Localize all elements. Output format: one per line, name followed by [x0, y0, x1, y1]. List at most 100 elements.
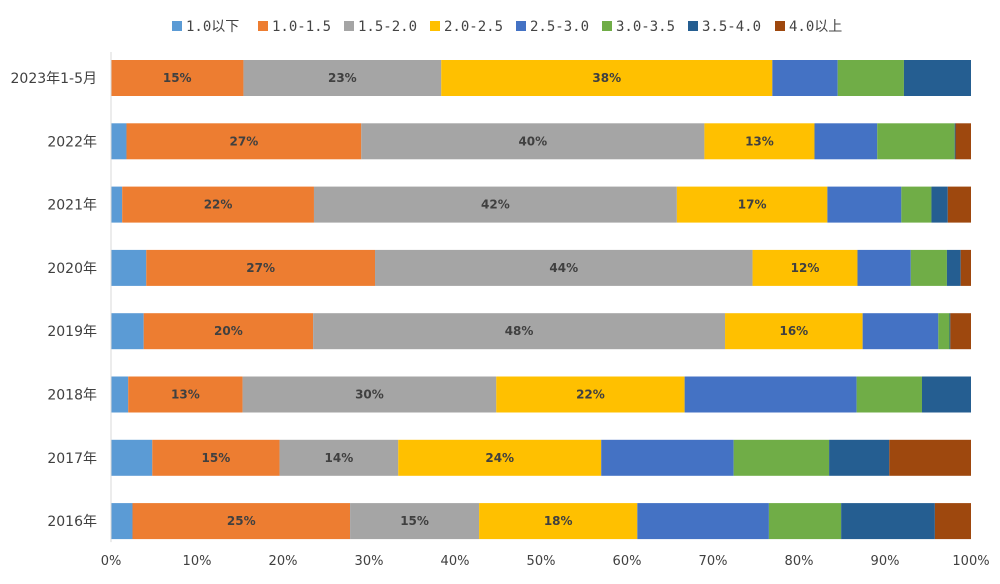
bar-segment	[837, 60, 904, 96]
bar-segment	[947, 186, 971, 223]
category-label: 2023年1-5月	[11, 71, 98, 87]
data-label: 40%	[518, 134, 547, 148]
bar-segment	[111, 313, 144, 350]
bar-segment	[921, 376, 971, 413]
bar-segment	[111, 249, 147, 286]
bar-segment	[111, 186, 123, 223]
data-label: 44%	[549, 261, 578, 275]
category-label: 2017年	[47, 451, 97, 467]
legend-item: 2.0-2.5	[430, 19, 503, 35]
legend-item: 3.0-3.5	[602, 19, 675, 35]
data-label: 24%	[485, 451, 514, 465]
data-label: 17%	[738, 198, 767, 212]
bar-row: 27% 40% 13%	[111, 123, 971, 160]
x-tick-label: 10%	[183, 554, 212, 569]
legend-label: 2.5-3.0	[530, 19, 589, 35]
data-label: 27%	[246, 261, 275, 275]
bar-segment	[827, 186, 902, 223]
bar-segment	[949, 313, 951, 350]
category-label: 2020年	[47, 261, 97, 277]
legend-swatch	[602, 21, 612, 31]
legend-swatch	[430, 21, 440, 31]
bar-segment	[684, 376, 857, 413]
bar-segment	[950, 313, 971, 350]
bar-segment	[132, 503, 351, 540]
bar-segment	[768, 503, 842, 540]
legend-item: 1.0以下	[172, 19, 239, 35]
legend-label: 1.0以下	[186, 19, 239, 35]
bar-row: 20% 48% 16%	[111, 313, 971, 350]
category-label: 2021年	[47, 198, 97, 214]
bar-segment	[946, 249, 961, 286]
data-label: 25%	[227, 514, 256, 528]
bar-segment	[152, 439, 280, 476]
x-tick-label: 100%	[952, 554, 989, 569]
bar-segment	[910, 249, 947, 286]
legend-item: 2.5-3.0	[516, 19, 589, 35]
bar-segment	[122, 186, 314, 223]
data-label: 20%	[214, 324, 243, 338]
legend-swatch	[688, 21, 698, 31]
bar-row: 27% 44% 12%	[111, 249, 971, 286]
legend-item: 4.0以上	[775, 19, 842, 35]
bar-segment	[128, 376, 243, 413]
data-label: 16%	[779, 324, 808, 338]
bar-segment	[361, 123, 705, 160]
category-label: 2019年	[47, 324, 97, 340]
data-label: 22%	[576, 388, 605, 402]
x-tick-label: 60%	[613, 554, 642, 569]
bar-segment	[960, 249, 971, 286]
data-label: 38%	[592, 71, 621, 85]
category-label: 2016年	[47, 514, 97, 530]
bar-row: 15% 23% 38%	[111, 60, 971, 96]
x-tick-label: 80%	[785, 554, 814, 569]
data-label: 15%	[400, 514, 429, 528]
legend-item: 1.5-2.0	[344, 19, 417, 35]
category-label: 2018年	[47, 388, 97, 404]
legend-swatch	[344, 21, 354, 31]
legend-label: 1.0-1.5	[272, 19, 331, 35]
data-label: 30%	[355, 388, 384, 402]
legend-item: 1.0-1.5	[258, 19, 331, 35]
bar-segment	[903, 60, 971, 96]
bar-segment	[841, 503, 935, 540]
data-label: 14%	[325, 451, 354, 465]
x-tick-label: 30%	[355, 554, 384, 569]
bar-segment	[398, 439, 602, 476]
bar-segment	[938, 313, 950, 350]
x-tick-label: 20%	[269, 554, 298, 569]
bar-segment	[772, 60, 838, 96]
bar-segment	[862, 313, 939, 350]
bar-segment	[279, 439, 399, 476]
legend-label: 3.0-3.5	[616, 19, 675, 35]
bar-segment	[111, 123, 127, 160]
bar-segment	[479, 503, 638, 540]
legend-swatch	[516, 21, 526, 31]
legend-label: 4.0以上	[789, 19, 842, 35]
bar-segment	[496, 376, 685, 413]
bar-segment	[637, 503, 769, 540]
category-axis-labels: 2023年1-5月 2022年 2021年 2020年 2019年 2018年 2017年 2…	[11, 71, 98, 530]
bar-row: 15% 14% 24%	[111, 439, 971, 476]
x-tick-label: 90%	[871, 554, 900, 569]
x-tick-label: 40%	[441, 554, 470, 569]
data-label: 23%	[328, 71, 357, 85]
bar-segment	[725, 313, 863, 350]
bar-segment	[934, 503, 971, 540]
bar-segment	[704, 123, 815, 160]
data-label: 12%	[791, 261, 820, 275]
bar-segment	[350, 503, 480, 540]
bar-segment	[143, 313, 314, 350]
bar-segment	[676, 186, 828, 223]
bar-segment	[901, 186, 932, 223]
bar-segment	[733, 439, 830, 476]
bar-segment	[313, 186, 677, 223]
legend-label: 2.0-2.5	[444, 19, 503, 35]
category-label: 2022年	[47, 134, 97, 150]
legend-label: 1.5-2.0	[358, 19, 417, 35]
bar-segment	[857, 249, 911, 286]
legend-item: 3.5-4.0	[688, 19, 761, 35]
x-axis: 0% 10% 20% 30% 40% 50% 60% 70% 80% 90% 100%	[101, 52, 990, 569]
data-label: 48%	[505, 324, 534, 338]
